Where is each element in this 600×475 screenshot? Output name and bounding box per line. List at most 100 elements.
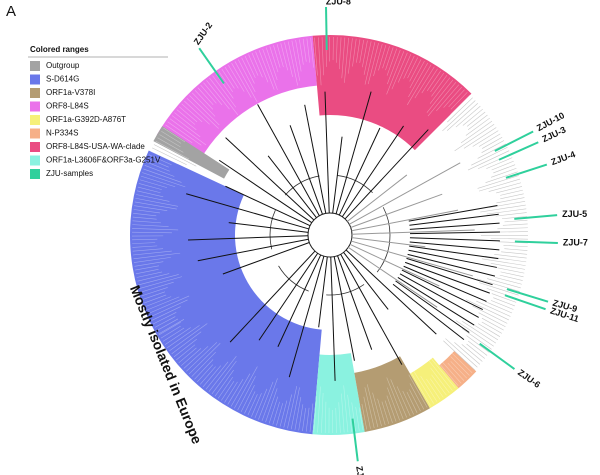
leaf: [377, 398, 386, 426]
leaf: [352, 38, 357, 67]
leaf: [447, 362, 465, 381]
leaf: [467, 114, 488, 131]
leaf: [467, 340, 488, 356]
leaf: [397, 54, 412, 83]
leaf: [284, 42, 293, 77]
leaf: [176, 109, 196, 125]
leaf: [158, 321, 181, 336]
leaf: [212, 75, 237, 108]
leaf: [378, 44, 387, 71]
leaf: [497, 267, 525, 274]
sample-label: ZJU-1: [354, 465, 368, 475]
leaf: [132, 242, 156, 244]
leaf: [355, 406, 360, 431]
leaf: [132, 224, 169, 227]
leaf: [247, 394, 258, 416]
branch: [343, 252, 389, 310]
branch: [229, 250, 316, 343]
branch: [409, 245, 499, 260]
leaf: [484, 255, 527, 263]
leaf: [466, 343, 485, 359]
leaf: [479, 282, 519, 296]
leaf: [272, 401, 280, 425]
branch: [222, 242, 310, 275]
leaf: [317, 37, 322, 86]
leaf: [137, 186, 161, 194]
leaf: [224, 66, 239, 89]
leaf: [179, 106, 198, 123]
leaf: [143, 294, 167, 304]
leaf: [356, 39, 361, 63]
branch: [197, 238, 309, 262]
sample-marker: [514, 214, 558, 220]
leaf: [407, 57, 418, 79]
leaf: [268, 396, 279, 424]
leaf: [409, 389, 421, 412]
leaf: [427, 82, 457, 117]
leaf: [309, 403, 314, 433]
leaf: [488, 182, 522, 192]
leaf: [467, 150, 510, 171]
leaf: [447, 349, 473, 374]
branch: [401, 269, 484, 310]
leaf: [391, 52, 408, 90]
leaf: [446, 103, 479, 131]
leaf: [504, 248, 528, 251]
leaf: [454, 124, 495, 152]
branch: [330, 256, 336, 381]
sample-marker: [494, 130, 534, 152]
leaf: [406, 64, 432, 106]
branch: [225, 137, 315, 221]
sample-marker: [514, 240, 558, 244]
leaf: [338, 402, 341, 433]
leaf: [409, 60, 425, 89]
leaf: [169, 323, 208, 352]
branch: [397, 276, 475, 326]
leaf: [443, 340, 476, 371]
leaf: [381, 401, 390, 425]
leaf: [455, 320, 494, 347]
leaf: [493, 164, 516, 174]
leaf: [150, 151, 178, 165]
leaf: [302, 408, 306, 432]
leaf: [494, 277, 522, 285]
legend-label: Outgroup: [46, 61, 80, 70]
leaf: [276, 403, 284, 426]
leaf: [484, 301, 513, 314]
leaf: [466, 111, 486, 127]
legend-swatch: [30, 155, 40, 166]
sample-label: ZJU-6: [516, 367, 542, 390]
branch: [258, 252, 319, 341]
leaf: [500, 271, 524, 278]
leaf: [178, 347, 197, 364]
leaf: [152, 147, 187, 166]
leaf: [132, 231, 172, 234]
branch: [349, 243, 440, 287]
legend-label: S-D614G: [46, 75, 79, 84]
leaf: [258, 50, 275, 90]
branch: [288, 256, 325, 378]
leaf: [135, 197, 179, 207]
leaf: [409, 59, 422, 82]
leaf: [364, 42, 376, 85]
colored-range: [439, 350, 477, 389]
leaf: [491, 293, 517, 303]
leaf: [450, 92, 468, 110]
branch: [267, 155, 317, 218]
leaf: [477, 143, 506, 159]
leaf: [238, 59, 256, 93]
leaf: [133, 212, 157, 217]
leaf: [254, 388, 268, 419]
leaf: [299, 39, 304, 65]
leaf: [200, 84, 217, 104]
branch: [392, 283, 465, 341]
leaf: [465, 299, 509, 321]
leaf: [183, 346, 209, 369]
leaf: [387, 49, 401, 85]
leaf: [481, 321, 502, 334]
colored-range: [153, 126, 230, 179]
leaf: [136, 194, 170, 202]
leaf: [237, 376, 256, 411]
sample-label: ZJU-4: [550, 149, 577, 167]
branch: [348, 162, 461, 225]
